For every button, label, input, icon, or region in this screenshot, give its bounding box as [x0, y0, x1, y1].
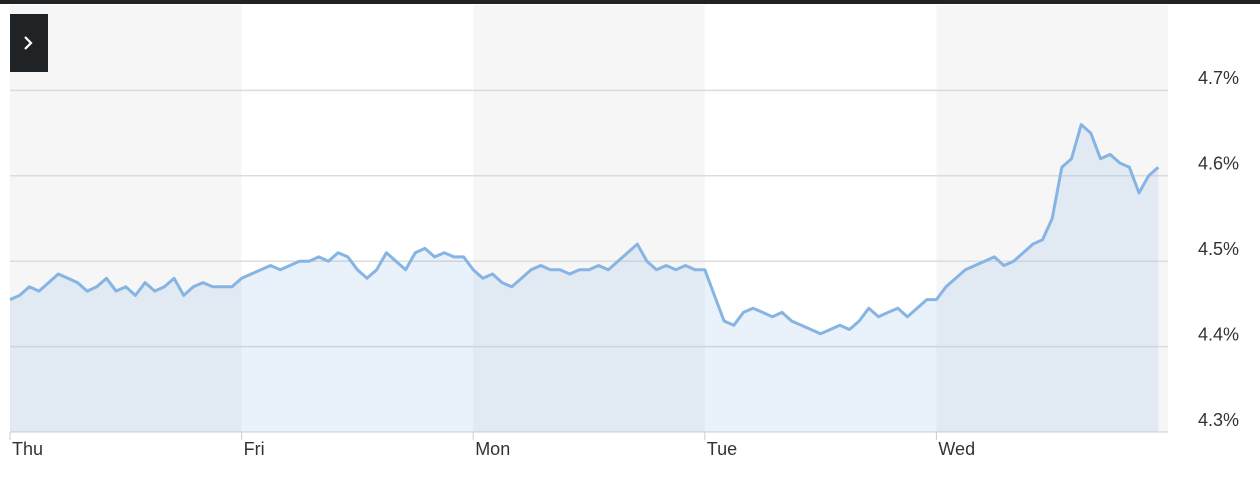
- day-band: [241, 5, 474, 432]
- top-bar: [0, 0, 1260, 4]
- expand-button[interactable]: [10, 14, 48, 72]
- area: [10, 124, 1159, 432]
- x-tick-label: Wed: [938, 439, 975, 459]
- y-tick-label: 4.4%: [1198, 324, 1239, 344]
- day-band: [473, 5, 705, 432]
- y-tick-label: 4.5%: [1198, 239, 1239, 259]
- chevron-icon: [24, 36, 33, 50]
- x-tick-label: Tue: [707, 439, 737, 459]
- day-band: [704, 5, 937, 432]
- y-tick-label: 4.3%: [1198, 410, 1239, 430]
- y-tick-label: 4.6%: [1198, 154, 1239, 174]
- x-tick-label: Thu: [12, 439, 43, 459]
- x-tick-label: Mon: [475, 439, 510, 459]
- line: [9, 123, 1160, 336]
- x-tick-label: Fri: [244, 439, 265, 459]
- day-band: [10, 5, 242, 432]
- y-tick-label: 4.7%: [1198, 68, 1239, 88]
- button-bg: [10, 14, 48, 72]
